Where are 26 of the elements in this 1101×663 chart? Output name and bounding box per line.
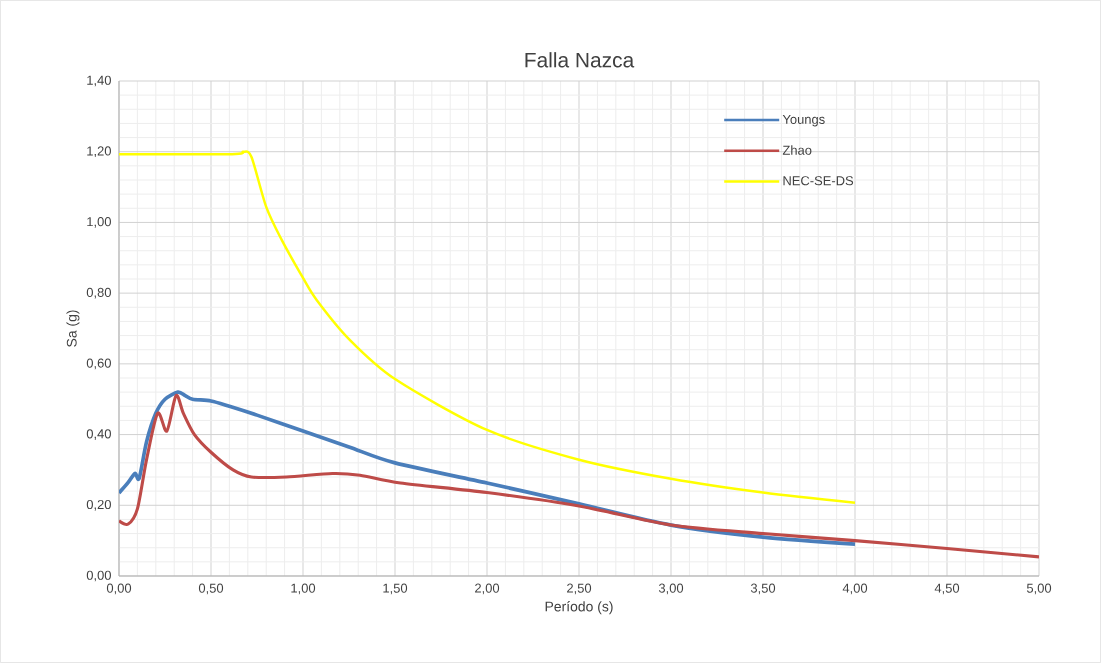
y-tick-label: 0,00 — [86, 570, 111, 582]
x-tick-label: 1,00 — [291, 583, 316, 595]
x-tick-label: 3,00 — [658, 583, 684, 595]
x-axis-title: Período (s) — [545, 601, 613, 615]
x-tick-label: 2,00 — [475, 583, 500, 595]
line-series — [119, 394, 1040, 559]
legend-label: Zhao — [782, 145, 812, 155]
y-tick-label: 1,00 — [87, 217, 111, 228]
legend-label: Youngs — [782, 114, 825, 127]
y-tick-label: 0,40 — [86, 429, 111, 440]
y-tick-label: 1,20 — [87, 146, 111, 158]
x-tick-label: 2,50 — [567, 583, 592, 595]
y-tick-label: 0,80 — [86, 287, 111, 299]
x-tick-label: 0,50 — [198, 583, 224, 595]
x-tick-label: 5,00 — [1026, 583, 1052, 595]
y-axis-title: Sa (g) — [66, 310, 80, 347]
chart-title: Falla Nazca — [525, 52, 635, 68]
y-tick-label: 0,60 — [86, 358, 111, 370]
x-tick-label: 4,00 — [842, 583, 868, 595]
x-tick-label: 1,50 — [383, 583, 408, 595]
y-tick-label: 1,40 — [87, 75, 111, 87]
x-tick-label: 0,00 — [106, 583, 132, 595]
x-tick-label: 4,50 — [934, 583, 960, 595]
legend-label: NEC-SE-DS — [783, 176, 854, 186]
y-tick-label: 0,20 — [86, 499, 111, 511]
x-tick-label: 3,50 — [750, 583, 776, 595]
